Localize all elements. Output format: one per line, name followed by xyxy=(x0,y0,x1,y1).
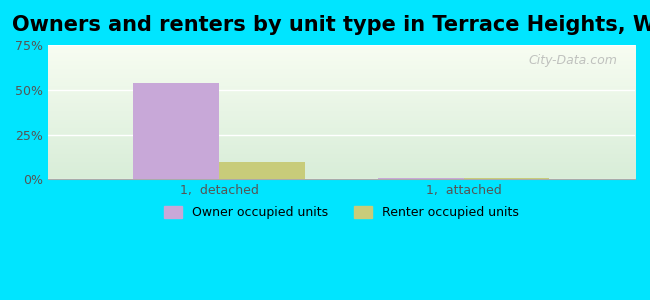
Bar xyxy=(378,178,463,179)
Bar xyxy=(133,82,219,179)
Bar xyxy=(463,178,549,179)
Title: Owners and renters by unit type in Terrace Heights, WA: Owners and renters by unit type in Terra… xyxy=(12,15,650,35)
Bar xyxy=(219,161,305,179)
Legend: Owner occupied units, Renter occupied units: Owner occupied units, Renter occupied un… xyxy=(159,201,524,224)
Text: City-Data.com: City-Data.com xyxy=(528,54,618,67)
